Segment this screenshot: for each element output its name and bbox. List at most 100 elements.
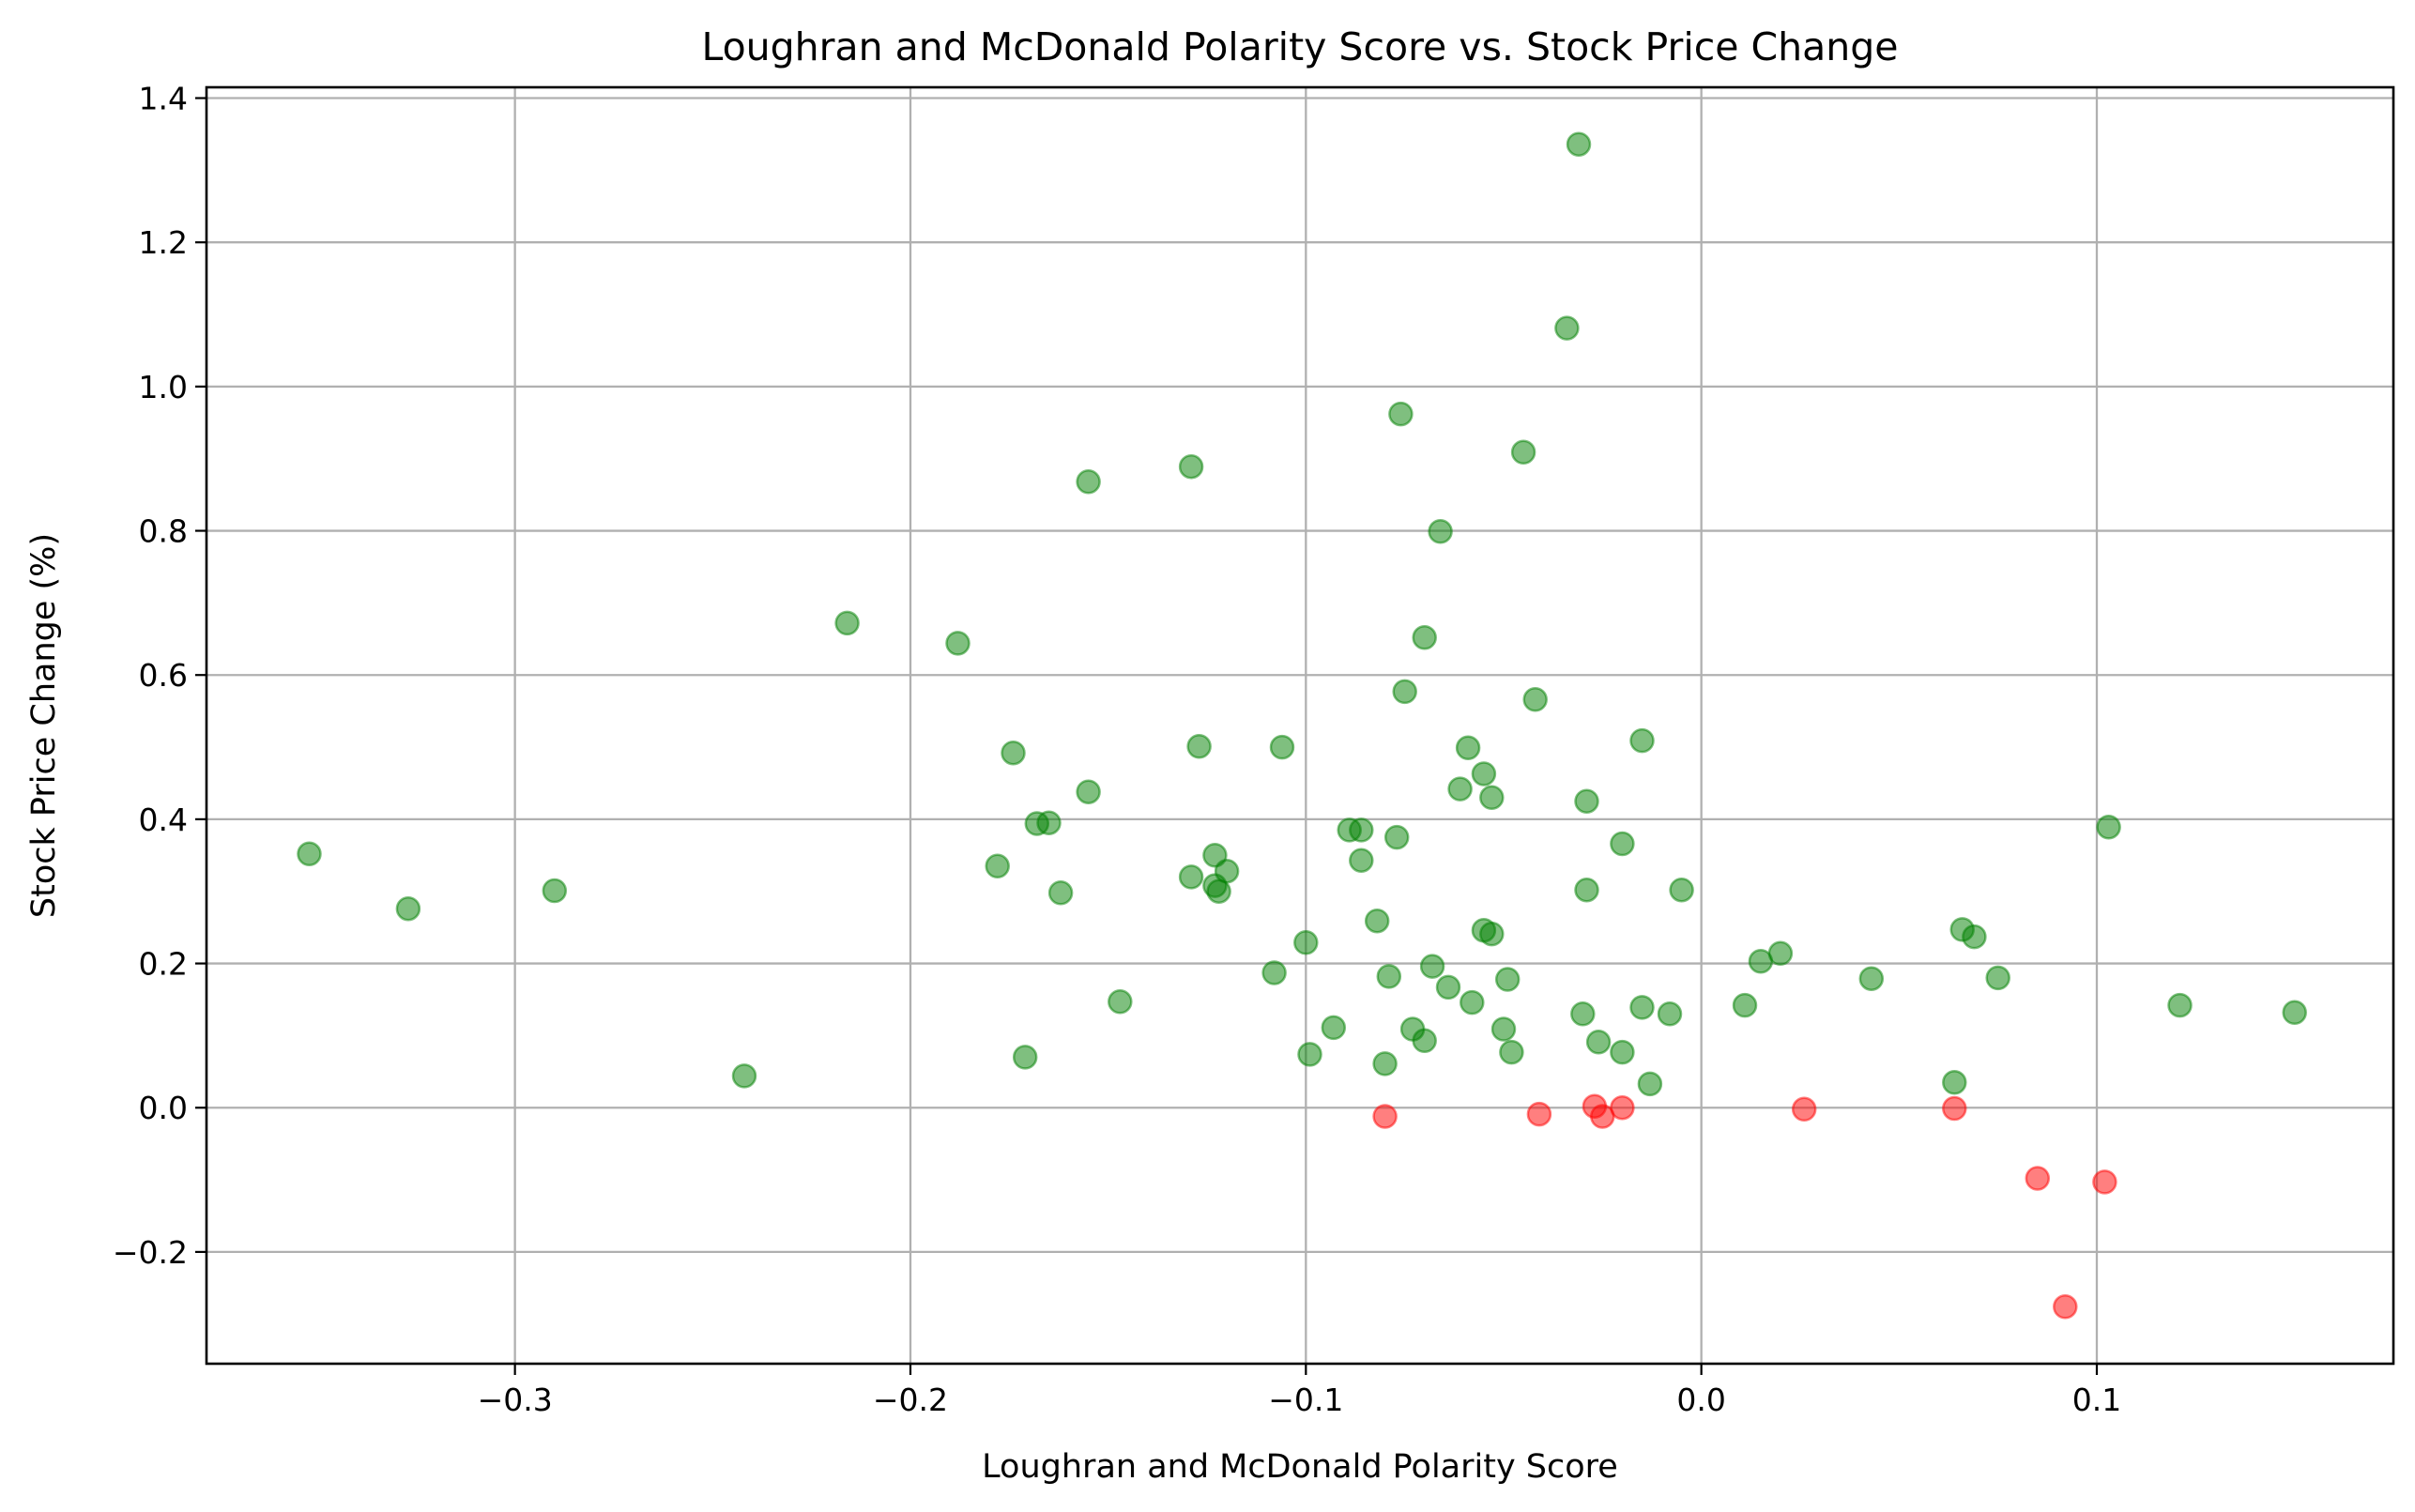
x-tick-label: 0.0 [1676, 1382, 1725, 1418]
data-point [1349, 848, 1374, 873]
data-point [731, 1063, 757, 1089]
data-point [1293, 930, 1319, 955]
data-point [1490, 1016, 1517, 1042]
data-point [395, 895, 421, 922]
data-point [1178, 453, 1204, 480]
data-point [2167, 992, 2193, 1018]
data-point [1767, 940, 1794, 967]
data-point [1510, 439, 1536, 466]
data-point [1570, 1001, 1596, 1027]
y-tick-label: −0.2 [113, 1234, 188, 1271]
data-point [1419, 954, 1445, 979]
data-point [945, 631, 971, 656]
series-0 [297, 131, 2307, 1097]
data-point [1383, 824, 1410, 850]
data-point [1076, 469, 1101, 495]
y-tick-label: 0.6 [139, 657, 188, 694]
data-point [1321, 1015, 1347, 1041]
data-point [1479, 785, 1505, 811]
data-point [1372, 1051, 1398, 1077]
data-point [2053, 1294, 2078, 1320]
data-point [1012, 1045, 1038, 1070]
data-point [1522, 687, 1548, 712]
data-point [1261, 960, 1287, 985]
x-axis-label: Loughran and McDonald Polarity Score [982, 1448, 1618, 1486]
data-point [1610, 831, 1635, 857]
data-points [297, 131, 2307, 1320]
data-point [834, 610, 860, 636]
x-tick-label: −0.2 [873, 1382, 948, 1418]
data-point [1214, 858, 1240, 884]
y-tick-label: 0.0 [139, 1090, 188, 1126]
data-point [1858, 966, 1885, 991]
data-point [1479, 921, 1505, 947]
data-point [1942, 1070, 1967, 1095]
series-1 [1372, 1093, 2117, 1320]
data-point [1376, 964, 1402, 989]
y-axis-label: Stock Price Change (%) [25, 533, 63, 918]
grid [206, 87, 2393, 1364]
data-point [1499, 1039, 1524, 1065]
data-point [2025, 1166, 2051, 1191]
data-point [1942, 1095, 1967, 1122]
data-point [1447, 776, 1473, 802]
data-point [297, 841, 322, 867]
data-point [1962, 924, 1987, 950]
y-tick-label: 1.0 [139, 369, 188, 405]
data-point [2096, 815, 2121, 840]
data-point [1297, 1042, 1322, 1067]
data-point [2282, 1000, 2307, 1026]
y-tick-label: 0.8 [139, 513, 188, 550]
x-tick-label: −0.1 [1268, 1382, 1343, 1418]
data-point [1001, 740, 1026, 766]
data-point [1526, 1101, 1552, 1127]
data-point [1047, 880, 1074, 906]
x-tick-label: 0.1 [2072, 1382, 2121, 1418]
data-point [1669, 877, 1694, 903]
data-point [1460, 989, 1485, 1016]
data-point [1372, 1104, 1398, 1129]
data-point [1388, 401, 1414, 427]
data-point [2092, 1169, 2117, 1195]
data-point [1428, 519, 1453, 544]
y-tick-label: 1.2 [139, 224, 188, 261]
data-point [1637, 1071, 1663, 1097]
data-point [985, 853, 1010, 879]
chart-title: Loughran and McDonald Polarity Score vs.… [701, 24, 1898, 69]
y-tick-label: 1.4 [139, 81, 188, 117]
data-point [1364, 908, 1390, 934]
data-point [1178, 864, 1204, 890]
data-point [1412, 625, 1437, 650]
data-point [1657, 1001, 1683, 1027]
y-tick-label: 0.2 [139, 946, 188, 983]
data-point [1471, 761, 1497, 787]
data-point [1732, 992, 1758, 1018]
data-point [1574, 788, 1599, 814]
data-point [542, 878, 568, 904]
data-point [1435, 974, 1461, 1000]
data-point [1392, 679, 1417, 705]
x-tick-label: −0.3 [478, 1382, 553, 1418]
data-point [1076, 779, 1101, 804]
data-point [1494, 967, 1521, 992]
data-point [1610, 1039, 1635, 1065]
plot-frame [205, 85, 2395, 1366]
data-point [1574, 877, 1599, 903]
data-point [1186, 734, 1212, 759]
data-point [1629, 995, 1655, 1020]
data-point [1554, 315, 1580, 341]
data-point [1269, 734, 1295, 760]
data-point [1412, 1028, 1437, 1054]
y-tick-label: 0.4 [139, 802, 188, 838]
data-point [1566, 131, 1592, 157]
data-point [1108, 989, 1133, 1015]
data-point [1036, 810, 1062, 835]
data-point [1985, 965, 2010, 991]
data-point [1791, 1096, 1817, 1123]
data-point [1610, 1094, 1635, 1121]
data-point [1629, 727, 1655, 754]
data-point [1349, 817, 1374, 843]
data-point [1585, 1030, 1612, 1055]
